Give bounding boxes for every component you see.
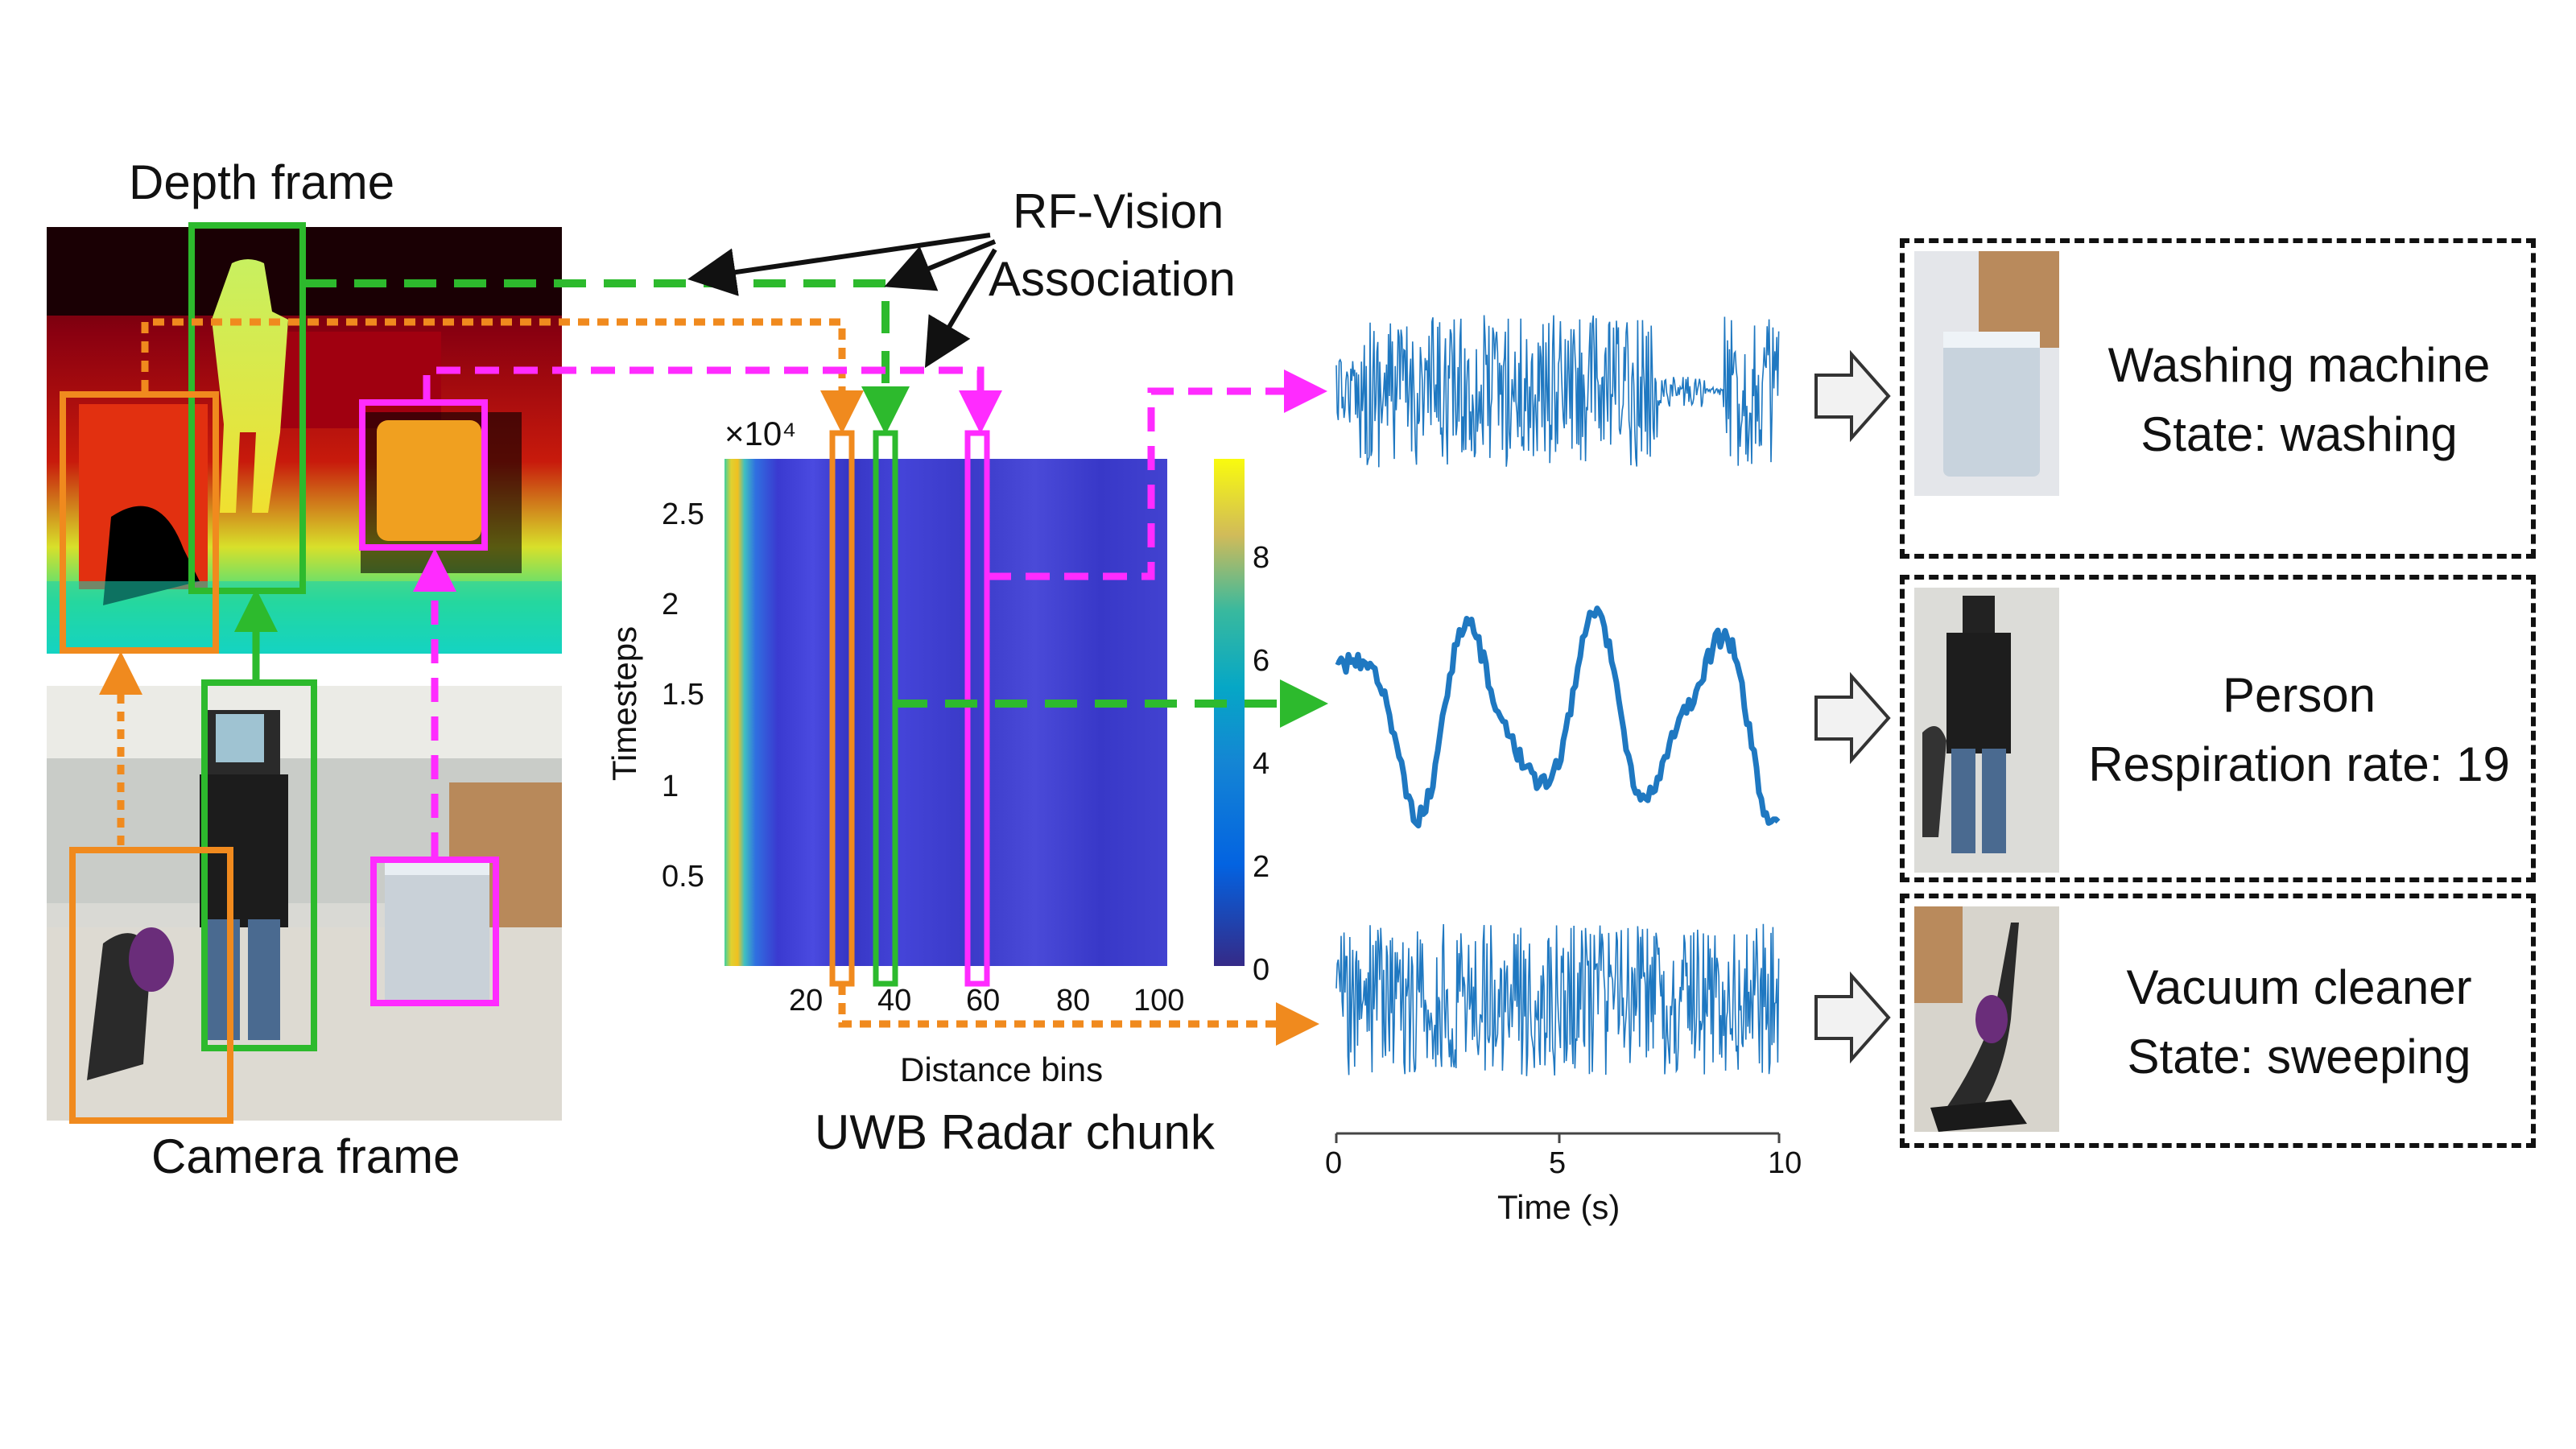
result-state-label: State: washing	[2140, 407, 2458, 461]
heatmap-y-tick: 2	[662, 588, 679, 621]
heatmap-person-column	[873, 430, 898, 987]
result-box: Person Respiration rate: 19	[1900, 575, 2536, 882]
result-arrow-2	[1814, 671, 1891, 765]
colorbar-tick: 0	[1253, 953, 1270, 987]
person-respiration-signal	[1335, 605, 1781, 829]
heatmap-x-tick: 60	[966, 984, 1001, 1018]
heatmap-exponent: ×10⁴	[724, 415, 797, 452]
vacuum-cleaner-signal	[1335, 923, 1780, 1076]
depth-frame-title: Depth frame	[129, 155, 395, 209]
heatmap-y-tick: 1.5	[662, 678, 704, 712]
result-description: Vacuum cleaner State: sweeping	[2066, 953, 2533, 1092]
depth-person-box	[188, 222, 306, 594]
result-state-label: State: sweeping	[2127, 1030, 2471, 1084]
colorbar-tick: 6	[1253, 644, 1270, 678]
colorbar	[1214, 459, 1245, 966]
heatmap-washer-column	[964, 430, 990, 987]
uwb-radar-chunk-title: UWB Radar chunk	[815, 1105, 1215, 1159]
heatmap-plot-area	[724, 459, 1167, 966]
camera-frame-title: Camera frame	[151, 1129, 460, 1183]
result-box: Vacuum cleaner State: sweeping	[1900, 894, 2536, 1148]
result-state-label: Respiration rate: 19	[2088, 737, 2510, 791]
camera-person-box	[201, 679, 317, 1051]
camera-washer-box	[370, 857, 499, 1006]
time-axis-tick: 5	[1549, 1146, 1567, 1180]
result-object-label: Vacuum cleaner	[2126, 960, 2472, 1014]
heatmap-y-tick: 1	[662, 770, 679, 803]
result-box: Washing machine State: washing	[1900, 238, 2536, 559]
result-object-label: Person	[2222, 668, 2376, 722]
colorbar-tick: 2	[1253, 850, 1270, 884]
heatmap-vacuum-column	[829, 430, 855, 987]
camera-frame-image	[47, 686, 562, 1121]
result-description: Person Respiration rate: 19	[2066, 661, 2533, 799]
heatmap-x-tick: 100	[1133, 984, 1185, 1018]
result-description: Washing machine State: washing	[2066, 331, 2533, 469]
washing-machine-thumbnail	[1914, 251, 2059, 496]
rf-vision-label-line2: Association	[989, 252, 1236, 306]
rf-vision-label-line1: RF-Vision	[1013, 184, 1224, 238]
heatmap-x-tick: 40	[877, 984, 912, 1018]
camera-vacuum-box	[69, 847, 233, 1124]
result-arrow-1	[1814, 349, 1891, 443]
result-object-label: Washing machine	[2107, 338, 2491, 392]
heatmap-y-tick: 2.5	[662, 497, 704, 531]
colorbar-tick: 8	[1253, 541, 1270, 575]
colorbar-tick: 4	[1253, 747, 1270, 781]
result-arrow-3	[1814, 971, 1891, 1064]
heatmap-x-tick: 20	[789, 984, 824, 1018]
washing-machine-signal	[1335, 315, 1780, 468]
time-axis-tick: 0	[1325, 1146, 1343, 1180]
heatmap-y-tick: 0.5	[662, 860, 704, 894]
vacuum-cleaner-thumbnail	[1914, 906, 2059, 1132]
uwb-radar-heatmap	[724, 459, 1245, 966]
time-axis-label: Time (s)	[1497, 1188, 1620, 1226]
signal-plots	[1335, 315, 1781, 1143]
distance-bins-label: Distance bins	[900, 1051, 1104, 1088]
person-thumbnail	[1914, 588, 2059, 873]
depth-vacuum-box	[60, 391, 219, 654]
depth-washer-box	[359, 399, 488, 551]
time-axis-tick: 10	[1768, 1146, 1802, 1180]
heatmap-x-tick: 80	[1056, 984, 1091, 1018]
